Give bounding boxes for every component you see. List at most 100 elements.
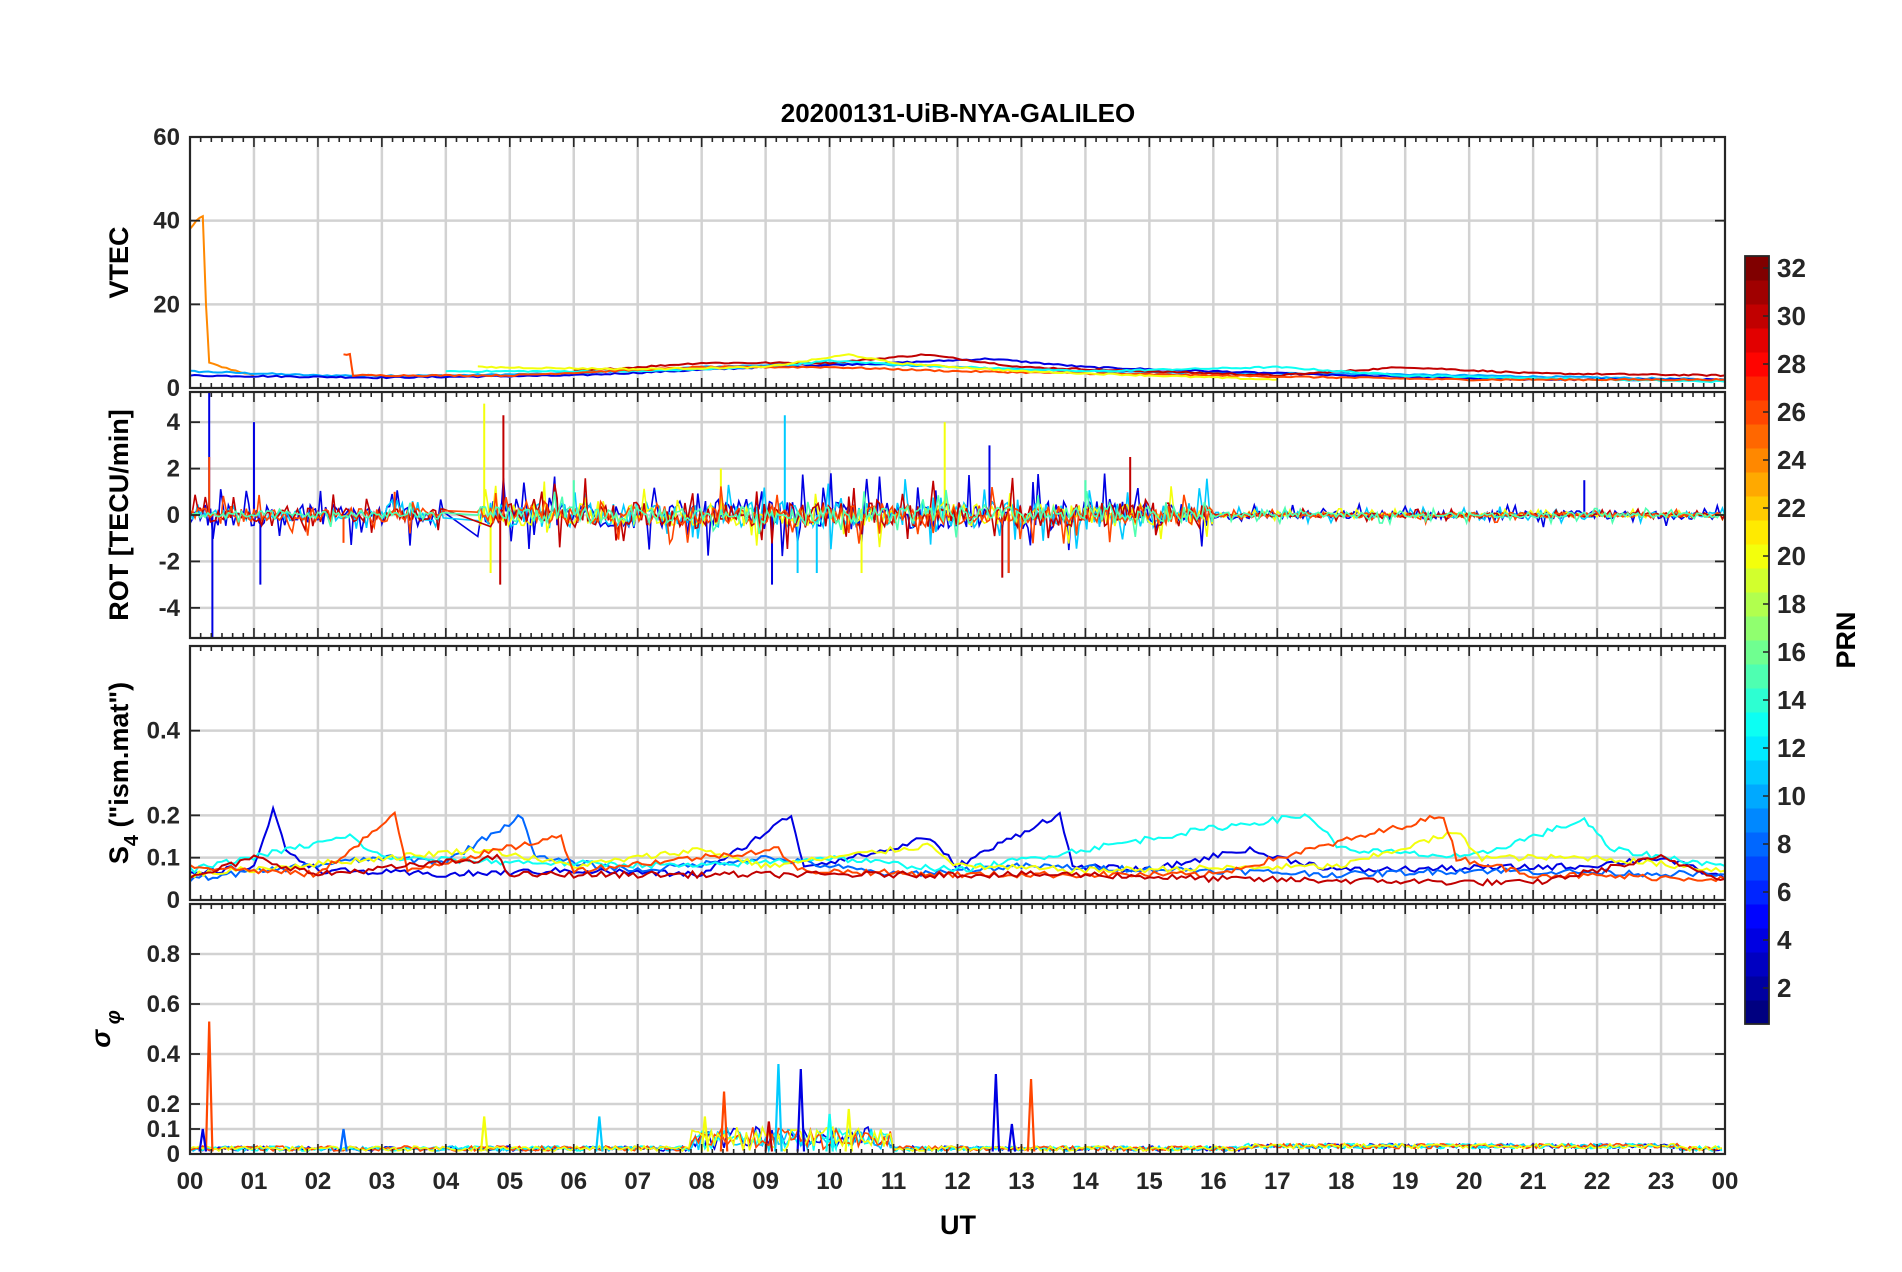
y-axis-label: VTEC bbox=[104, 226, 134, 298]
panel-sigphi: 00.10.2 0.4 0.6 0.8 σ φ bbox=[86, 902, 1727, 1168]
y-tick-label: 0 bbox=[167, 375, 180, 402]
colorbar-tick-label: 22 bbox=[1777, 493, 1806, 523]
x-minor-ticks bbox=[189, 904, 1726, 1154]
colorbar-tick-label: 2 bbox=[1777, 973, 1791, 1003]
sigma-phi-spike bbox=[844, 1108, 854, 1152]
y-tick-label: 60 bbox=[153, 124, 180, 151]
y-tick-label: 0.2 bbox=[147, 1091, 180, 1118]
colorbar-swatch bbox=[1745, 664, 1769, 689]
grid bbox=[190, 904, 1725, 1154]
x-tick-label: 04 bbox=[432, 1168, 459, 1195]
colorbar-tick-label: 4 bbox=[1777, 925, 1792, 955]
x-axis-label: UT bbox=[940, 1210, 976, 1240]
colorbar-swatch bbox=[1745, 472, 1769, 497]
colorbar-swatch bbox=[1745, 904, 1769, 929]
colorbar-tick-label: 32 bbox=[1777, 253, 1806, 283]
x-tick-label: 14 bbox=[1072, 1168, 1099, 1195]
sigma-phi-spike bbox=[1007, 1123, 1017, 1152]
x-tick-label: 18 bbox=[1328, 1168, 1355, 1195]
colorbar-tick-label: 10 bbox=[1777, 781, 1806, 811]
x-tick-label: 03 bbox=[369, 1168, 396, 1195]
y-tick-label: 0.4 bbox=[147, 1041, 181, 1068]
sigma-phi-spike bbox=[825, 1113, 834, 1152]
sigma-phi-spike bbox=[796, 1068, 806, 1152]
colorbar-tick-label: 24 bbox=[1777, 445, 1806, 475]
x-tick-label: 23 bbox=[1648, 1168, 1675, 1195]
series-line-prn-30 bbox=[573, 353, 1725, 378]
panel-vtec: 0 20 40 60 VTEC bbox=[104, 124, 1727, 402]
x-tick-labels: 00 01 02 03 04 05 06 07 08 09 10 11 12 13 14 15 16 17 18 19… bbox=[177, 1168, 1739, 1195]
x-tick-label: 22 bbox=[1584, 1168, 1611, 1195]
x-tick-label: 15 bbox=[1136, 1168, 1163, 1195]
sigma-phi-spike bbox=[595, 1116, 604, 1152]
y-axis-label: σ φ bbox=[86, 1010, 125, 1048]
x-minor-ticks bbox=[189, 137, 1726, 388]
colorbar-swatch bbox=[1745, 808, 1769, 833]
x-minor-ticks bbox=[189, 392, 1726, 638]
colorbar-swatch bbox=[1745, 616, 1769, 641]
x-tick-label: 12 bbox=[944, 1168, 971, 1195]
colorbar-tick-label: 26 bbox=[1777, 397, 1806, 427]
sigma-phi-spike bbox=[719, 1091, 729, 1152]
colorbar-tick-label: 30 bbox=[1777, 301, 1806, 331]
y-tick-label: 0 bbox=[167, 887, 180, 914]
series-line-prn-13 bbox=[190, 813, 1725, 875]
y-tick-label: 0.1 bbox=[147, 1116, 180, 1143]
x-tick-label: 13 bbox=[1008, 1168, 1035, 1195]
x-tick-label: 06 bbox=[560, 1168, 587, 1195]
colorbar-swatch bbox=[1745, 520, 1769, 545]
colorbar-swatch bbox=[1745, 712, 1769, 737]
y-tick-label: 0.6 bbox=[147, 991, 180, 1018]
x-tick-label: 20 bbox=[1456, 1168, 1483, 1195]
grid bbox=[190, 137, 1725, 388]
x-tick-label: 09 bbox=[752, 1168, 779, 1195]
plot-area bbox=[190, 804, 1725, 887]
y-tick-label: -4 bbox=[159, 595, 181, 622]
x-tick-label: 11 bbox=[881, 1168, 906, 1195]
x-tick-label: 00 bbox=[1712, 1168, 1739, 1195]
colorbar-swatch bbox=[1745, 424, 1769, 449]
colorbar-tick-label: 28 bbox=[1777, 349, 1806, 379]
colorbar-tick-label: 8 bbox=[1777, 829, 1791, 859]
y-tick-label: 0.4 bbox=[147, 718, 181, 745]
colorbar-swatch bbox=[1745, 328, 1769, 353]
sigma-phi-spike bbox=[774, 1063, 783, 1152]
colorbar-label: PRN bbox=[1831, 611, 1861, 668]
colorbar-swatch bbox=[1745, 568, 1769, 593]
colorbar-swatch bbox=[1745, 376, 1769, 401]
chart-title: 20200131-UiB-NYA-GALILEO bbox=[781, 98, 1136, 128]
y-tick-label: 20 bbox=[153, 291, 180, 318]
x-tick-label: 16 bbox=[1200, 1168, 1227, 1195]
y-tick-label: 2 bbox=[167, 456, 180, 483]
colorbar-tick-label: 6 bbox=[1777, 877, 1791, 907]
colorbar-tick-label: 16 bbox=[1777, 637, 1806, 667]
x-tick-label: 17 bbox=[1264, 1168, 1291, 1195]
colorbar-tick-label: 14 bbox=[1777, 685, 1806, 715]
y-tick-label: 40 bbox=[153, 208, 180, 235]
y-tick-label: 0.8 bbox=[147, 941, 180, 968]
y-axis-label: S4 ("ism.mat") bbox=[104, 682, 143, 864]
colorbar-swatch bbox=[1745, 280, 1769, 305]
sigma-phi-spike bbox=[1026, 1078, 1036, 1152]
series-line-prn-30 bbox=[190, 853, 1725, 887]
sigma-phi-spike bbox=[204, 1021, 214, 1152]
colorbar-swatch bbox=[1745, 1000, 1769, 1025]
plot-area bbox=[190, 214, 1725, 384]
y-tick-label: -2 bbox=[159, 548, 180, 575]
series-line-prn-20 bbox=[477, 353, 1278, 381]
y-tick-label: 0 bbox=[167, 1141, 180, 1168]
plot-area bbox=[190, 392, 1725, 638]
colorbar-frame bbox=[1744, 255, 1770, 1025]
sigma-phi-spike bbox=[764, 1121, 774, 1152]
sigma-phi-spike bbox=[700, 1116, 710, 1152]
series-line-prn-13 bbox=[445, 359, 1725, 384]
series-line-prn-20 bbox=[190, 831, 1725, 878]
rot-trace-prn-15 bbox=[190, 489, 1725, 538]
x-minor-ticks bbox=[189, 646, 1726, 900]
colorbar-swatch bbox=[1745, 952, 1769, 977]
sigma-phi-spike bbox=[991, 1073, 1001, 1152]
sigma-phi-spike bbox=[339, 1128, 348, 1152]
x-tick-label: 08 bbox=[688, 1168, 715, 1195]
